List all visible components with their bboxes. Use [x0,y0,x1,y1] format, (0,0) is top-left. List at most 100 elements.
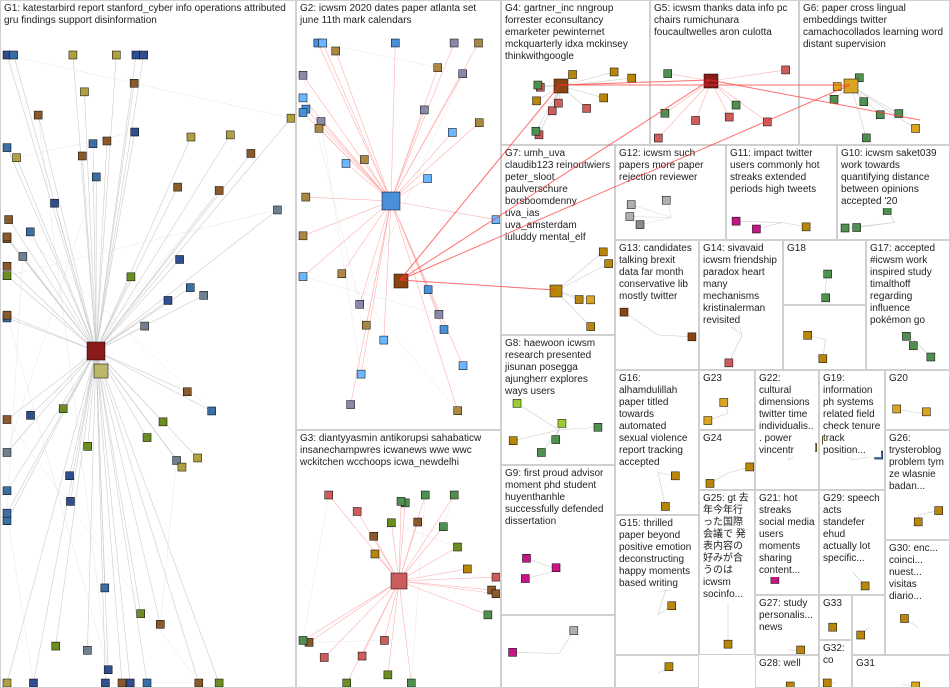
node-icon [450,39,458,47]
node-icon [299,232,307,240]
node-icon [3,517,11,525]
group-title: G29: speech acts standefer ehud actually… [823,493,881,565]
node-icon [29,679,37,687]
group-panel-g25: G25: gt 去年今年行った国際会議で 発表内容の好みが合うのは icwsm … [699,490,755,655]
node-icon [3,311,11,319]
node-icon [140,51,148,59]
node-icon [704,417,712,425]
node-icon [176,255,184,263]
node-icon [902,332,910,340]
node-icon [247,149,255,157]
node-icon [371,550,379,558]
group-title: G4: gartner_inc nngroup forrester econsu… [505,3,646,63]
group-panel-g13: G13: candidates talking brexit data far … [615,240,699,370]
node-icon [360,156,368,164]
group-panel-g33: G33 [819,595,852,640]
node-icon [101,584,109,592]
node-icon [746,463,754,471]
group-panel-g19: G19: information ph systems related fiel… [819,370,885,490]
node-icon [636,221,644,229]
group-title: G6: paper cross lingual embeddings twitt… [803,3,946,51]
node-icon [92,173,100,181]
node-icon [3,509,11,517]
node-icon [550,285,562,297]
node-icon [575,296,583,304]
group-title: G27: study personalis... news [759,598,815,634]
node-icon [424,286,432,294]
node-icon [164,296,172,304]
node-icon [178,463,186,471]
node-icon [80,88,88,96]
node-icon [394,274,408,288]
node-icon [370,532,378,540]
node-icon [59,405,67,413]
node-icon [724,640,732,648]
node-icon [895,110,903,118]
node-icon [3,262,11,270]
node-icon [569,71,577,79]
node-icon [127,273,135,281]
node-icon [439,523,447,531]
node-icon [664,70,672,78]
node-icon [914,518,922,526]
node-icon [786,682,794,687]
group-title: G25: gt 去年今年行った国際会議で 発表内容の好みが合うのは icwsm … [703,493,751,601]
node-icon [382,192,400,210]
node-icon [13,154,21,162]
group-panel-g6: G6: paper cross lingual embeddings twitt… [799,0,950,145]
node-icon [548,107,556,115]
node-icon [453,543,461,551]
group-panel-g7: G7: umh_uva claudib123 reinoutwiers pete… [501,145,615,335]
node-icon [440,326,448,334]
node-icon [819,355,827,363]
node-icon [853,224,861,232]
node-icon [420,106,428,114]
node-icon [554,79,568,93]
group-title: G2: icwsm 2020 dates paper atlanta set j… [300,3,497,27]
group-panel-gblank4 [615,655,699,688]
node-icon [459,362,467,370]
group-panel-g21: G21: hot streaks social media users mome… [755,490,819,595]
group-title: G32: co [823,643,848,667]
node-icon [841,224,849,232]
node-icon [87,342,105,360]
node-icon [299,71,307,79]
node-icon [183,388,191,396]
group-title: G30: enc... coinci... nuest... visitas d… [889,543,946,603]
node-icon [3,679,11,687]
node-icon [610,68,618,76]
node-icon [132,51,140,59]
group-panel-g18: G18 [783,240,866,305]
group-title: G33 [823,598,848,610]
node-icon [143,434,151,442]
node-icon [521,575,529,583]
node-icon [533,97,541,105]
node-icon [299,273,307,281]
group-title: G8: haewoon icwsm research presented jis… [505,338,611,398]
group-panel-g23: G23 [699,370,755,430]
node-icon [302,193,310,201]
group-panel-g9: G9: first proud advisor moment phd stude… [501,465,615,615]
node-icon [720,398,728,406]
node-icon [459,70,467,78]
node-icon [226,131,234,139]
node-icon [912,124,920,132]
node-icon [3,272,11,280]
node-icon [554,99,562,107]
node-icon [434,64,442,72]
node-icon [802,223,810,231]
group-title: G20 [889,373,946,385]
node-icon [833,83,841,91]
node-icon [668,602,676,610]
group-title: G21: hot streaks social media users mome… [759,493,815,577]
node-icon [782,66,790,74]
node-icon [104,666,112,674]
node-icon [665,663,673,671]
group-panel-g28: G28: well [755,655,819,688]
node-icon [628,74,636,82]
group-title: G14: sivavaid icwsm friendship paradox h… [703,243,779,327]
group-panel-g5: G5: icwsm thanks data info pc chairs rum… [650,0,799,145]
group-panel-g10: G10: icwsm saket039 work towards quantif… [837,145,950,240]
group-panel-g32: G32: co [819,640,852,688]
node-icon [342,159,350,167]
